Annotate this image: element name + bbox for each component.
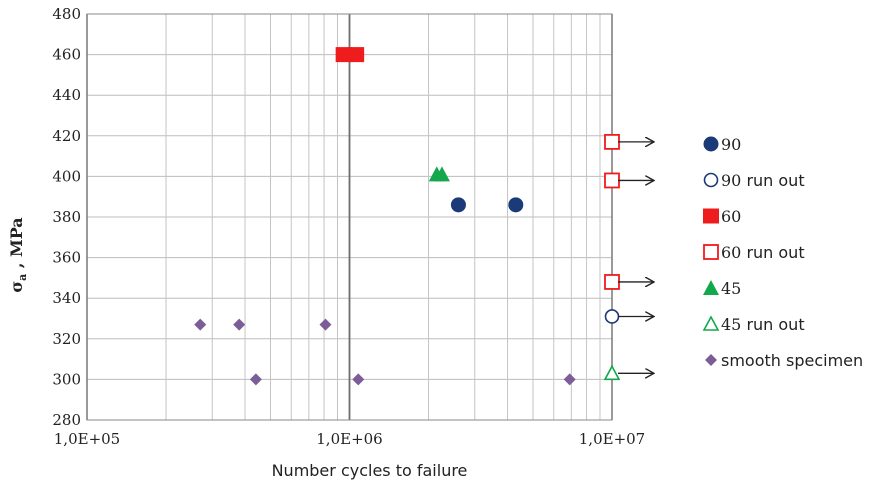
data-point-s0-0 <box>450 197 466 213</box>
legend-marker-4 <box>703 280 719 295</box>
legend-item-0: 90 <box>703 135 741 154</box>
y-tick-label: 280 <box>52 411 81 429</box>
legend-marker-5 <box>702 315 720 331</box>
y-tick-label: 320 <box>52 330 81 348</box>
data-point-s5-0 <box>603 364 621 381</box>
data-point-s0-1 <box>508 197 524 213</box>
data-point-s6-0 <box>194 318 207 331</box>
legend-label-4: 45 <box>721 279 741 298</box>
legend-marker-3 <box>703 244 719 260</box>
legend-marker-0 <box>703 136 719 152</box>
data-point-s1-0 <box>604 309 620 324</box>
legend-label-2: 60 <box>721 207 741 226</box>
data-points <box>194 47 621 386</box>
legend-item-4: 45 <box>703 279 741 298</box>
legend-item-2: 60 <box>703 207 741 226</box>
legend-label-0: 90 <box>721 135 741 154</box>
data-point-s6-2 <box>319 318 332 331</box>
data-point-s3-1 <box>604 172 620 189</box>
x-tick-label: 1,0E+06 <box>316 430 382 448</box>
legend: 90 90 run out 60 60 run out 45 45 run out smoo… <box>702 135 863 370</box>
y-tick-label: 480 <box>52 5 81 23</box>
y-tick-label: 340 <box>52 289 81 307</box>
legend-label-5: 45 run out <box>721 315 805 334</box>
legend-marker-1 <box>703 172 719 188</box>
y-tick-label: 300 <box>52 370 81 388</box>
legend-label-6: smooth specimen <box>721 351 863 370</box>
y-axis-label-sigma: σ <box>7 281 26 293</box>
legend-item-6: smooth specimen <box>705 351 863 370</box>
data-point-s6-1 <box>233 318 246 331</box>
data-point-s4-1 <box>433 166 450 182</box>
y-tick-label: 460 <box>52 46 81 64</box>
y-axis-label: σa , MPa <box>7 217 29 292</box>
legend-label-1: 90 run out <box>721 171 805 190</box>
y-axis-label-unit: , MPa <box>7 217 26 273</box>
legend-item-1: 90 run out <box>703 171 805 190</box>
legend-marker-2 <box>703 208 719 224</box>
x-tick-label: 1,0E+05 <box>54 430 120 448</box>
plot-border <box>86 13 613 421</box>
y-tick-label: 420 <box>52 127 81 145</box>
y-axis-label-subscript: a <box>16 274 29 281</box>
y-tick-label: 440 <box>52 86 81 104</box>
y-tick-label: 360 <box>52 249 81 267</box>
legend-item-5: 45 run out <box>702 315 805 334</box>
grid-lines <box>86 13 613 421</box>
legend-item-3: 60 run out <box>703 243 805 262</box>
legend-marker-6 <box>705 354 717 366</box>
run-out-arrows <box>618 142 654 373</box>
data-point-s6-4 <box>352 373 365 386</box>
x-axis-label: Number cycles to failure <box>272 461 468 480</box>
data-point-s3-0 <box>604 133 620 150</box>
data-point-s2-0 <box>335 47 352 63</box>
y-axis-tick-labels: 280 300 320 340 360 380 400 420 440 460 480 <box>52 5 81 429</box>
data-point-s6-5 <box>563 373 576 386</box>
legend-label-3: 60 run out <box>721 243 805 262</box>
x-axis-tick-labels: 1,0E+05 1,0E+06 1,0E+07 <box>54 430 645 448</box>
x-tick-label: 1,0E+07 <box>579 430 645 448</box>
data-point-s3-2 <box>604 274 620 290</box>
y-tick-label: 380 <box>52 208 81 226</box>
data-point-s6-3 <box>249 373 262 386</box>
plot-area-frame <box>86 13 613 421</box>
y-tick-label: 400 <box>52 167 81 185</box>
data-point-s2-1 <box>348 47 365 63</box>
